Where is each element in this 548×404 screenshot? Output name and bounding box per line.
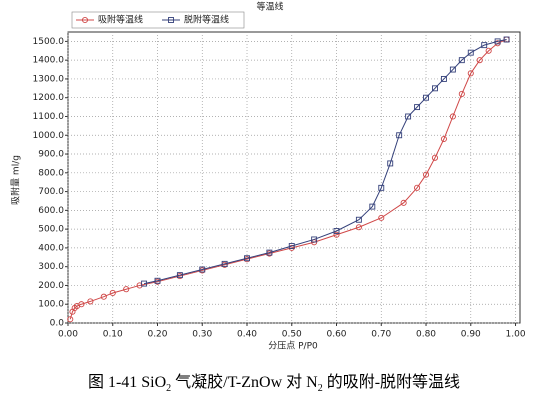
legend-marker <box>168 17 174 23</box>
caption-text: 图 1-41 SiO <box>87 374 167 391</box>
data-point <box>400 199 407 206</box>
y-tick-label: 1100.0 <box>33 112 65 122</box>
caption: 图 1-41 SiO2 气凝胶/T-ZnOw 对 N2 的吸附-脱附等温线 <box>0 368 548 394</box>
chart-title: 等温线 <box>256 1 283 13</box>
legend-box <box>71 11 245 29</box>
data-point <box>333 231 340 238</box>
data-point <box>87 298 94 305</box>
data-point <box>423 94 429 101</box>
legend-label: 脱附等温线 <box>184 14 229 26</box>
data-point <box>141 280 148 287</box>
y-tick-label: 800.0 <box>38 168 64 178</box>
plot-area <box>67 31 521 324</box>
y-tick-label: 1400.0 <box>33 56 65 66</box>
legend-marker <box>81 16 89 24</box>
data-point <box>78 301 85 308</box>
y-tick-label: 200.0 <box>38 281 64 291</box>
y-tick-label: 1200.0 <box>33 93 65 103</box>
data-point <box>449 113 456 120</box>
data-point <box>485 47 492 54</box>
data-point <box>288 243 295 249</box>
data-point <box>467 70 474 77</box>
data-point <box>405 113 412 120</box>
y-axis-label: 吸附量 ml/g <box>10 155 22 205</box>
data-point <box>136 282 143 289</box>
x-tick-label: 0.70 <box>371 330 391 340</box>
data-point <box>199 266 206 273</box>
data-point <box>378 214 385 221</box>
y-tick-label: 600.0 <box>38 206 64 216</box>
y-tick-label: 1500.0 <box>33 37 65 47</box>
legend-label: 吸附等温线 <box>98 14 143 26</box>
data-point <box>100 293 107 300</box>
chart: 等温线 分压点 P/P0 吸附量 ml/g 0.0 100.0 200.0 300.0… <box>10 1 526 352</box>
data-point <box>467 49 474 56</box>
x-tick-label: 0.10 <box>103 330 123 340</box>
data-point <box>369 203 376 210</box>
y-tick-label: 400.0 <box>38 243 64 253</box>
data-point <box>67 316 74 323</box>
y-tick-label: 900.0 <box>38 150 64 160</box>
y-tick-label: 1000.0 <box>33 131 65 141</box>
x-tick-label: 0.50 <box>282 330 302 340</box>
data-point <box>109 289 116 297</box>
x-axis-label: 分压点 P/P0 <box>268 341 318 352</box>
data-point <box>432 85 438 92</box>
data-point <box>266 249 273 256</box>
data-point <box>176 272 183 279</box>
y-tick-label: 1300.0 <box>33 74 65 84</box>
data-point <box>414 104 421 111</box>
x-tick-label: 0.30 <box>192 330 212 340</box>
data-point <box>503 36 510 43</box>
caption-subscript: 2 <box>166 383 172 395</box>
y-tick-label: 500.0 <box>38 225 64 235</box>
data-point <box>387 160 394 167</box>
data-point <box>414 184 421 191</box>
data-point <box>244 255 250 262</box>
data-point <box>476 57 483 64</box>
data-point <box>221 260 228 267</box>
data-point <box>396 132 403 139</box>
data-point <box>422 171 430 178</box>
data-point <box>355 216 362 223</box>
data-point <box>449 66 456 73</box>
data-point <box>481 42 488 49</box>
data-point <box>333 228 340 234</box>
caption-text: 气凝胶/T-ZnOw 对 N <box>171 374 318 391</box>
data-point <box>311 236 318 243</box>
y-tick-label: 100.0 <box>38 300 64 310</box>
data-point <box>154 277 161 284</box>
data-point <box>440 75 447 82</box>
data-point <box>378 184 385 191</box>
data-point <box>123 286 130 293</box>
y-tick-label: 300.0 <box>38 262 64 272</box>
y-tick-label: 700.0 <box>38 187 64 197</box>
caption-subscript: 2 <box>317 383 323 395</box>
y-tick-label: 0.0 <box>50 319 65 329</box>
series-line <box>69 39 507 320</box>
data-point <box>458 90 465 98</box>
data-point <box>458 57 465 64</box>
data-point <box>431 154 439 161</box>
caption-text: 的吸附-脱附等温线 <box>322 374 461 391</box>
data-point <box>440 135 447 143</box>
series-line <box>143 39 507 285</box>
x-tick-label: 0.60 <box>326 330 346 340</box>
x-tick-label: 0.00 <box>58 330 78 340</box>
data-point <box>494 38 501 45</box>
x-tick-label: 0.90 <box>461 330 481 340</box>
x-tick-label: 0.20 <box>147 330 167 340</box>
x-tick-label: 1.00 <box>506 330 526 340</box>
x-tick-label: 0.80 <box>416 330 436 340</box>
x-tick-label: 0.40 <box>237 330 257 340</box>
data-point <box>355 224 362 231</box>
